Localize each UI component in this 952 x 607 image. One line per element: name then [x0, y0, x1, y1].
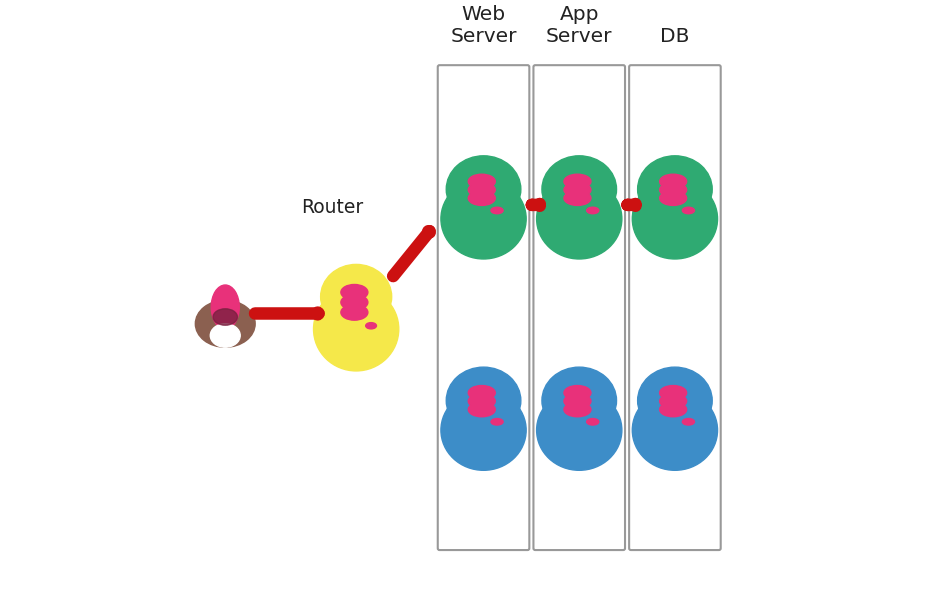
Ellipse shape: [659, 402, 686, 417]
Ellipse shape: [213, 309, 237, 325]
FancyBboxPatch shape: [437, 65, 528, 550]
Text: Router: Router: [301, 198, 364, 217]
Ellipse shape: [366, 323, 376, 329]
Ellipse shape: [586, 419, 598, 425]
Ellipse shape: [313, 287, 398, 371]
Ellipse shape: [631, 178, 717, 259]
Ellipse shape: [682, 207, 694, 214]
Ellipse shape: [631, 390, 717, 470]
Ellipse shape: [659, 191, 686, 205]
Ellipse shape: [564, 174, 590, 189]
Ellipse shape: [637, 367, 711, 434]
Text: Web
Server: Web Server: [450, 5, 516, 46]
FancyBboxPatch shape: [533, 65, 625, 550]
Ellipse shape: [564, 183, 590, 197]
Ellipse shape: [536, 178, 622, 259]
Ellipse shape: [446, 156, 521, 223]
Ellipse shape: [467, 191, 495, 205]
Ellipse shape: [195, 300, 255, 347]
Ellipse shape: [542, 156, 616, 223]
Ellipse shape: [467, 402, 495, 417]
Ellipse shape: [682, 419, 694, 425]
Ellipse shape: [586, 207, 598, 214]
FancyBboxPatch shape: [641, 401, 708, 430]
Ellipse shape: [467, 183, 495, 197]
Ellipse shape: [659, 174, 686, 189]
Ellipse shape: [341, 305, 367, 320]
Ellipse shape: [564, 394, 590, 409]
Ellipse shape: [446, 367, 521, 434]
FancyBboxPatch shape: [449, 189, 517, 219]
FancyBboxPatch shape: [641, 189, 708, 219]
Ellipse shape: [659, 183, 686, 197]
Text: App
Server: App Server: [545, 5, 612, 46]
Ellipse shape: [490, 419, 503, 425]
Ellipse shape: [467, 394, 495, 409]
Text: DB: DB: [660, 27, 689, 46]
Ellipse shape: [211, 285, 239, 329]
FancyBboxPatch shape: [545, 401, 612, 430]
Ellipse shape: [320, 265, 391, 329]
Ellipse shape: [441, 390, 526, 470]
Ellipse shape: [659, 394, 686, 409]
Ellipse shape: [542, 367, 616, 434]
FancyBboxPatch shape: [449, 401, 517, 430]
Ellipse shape: [536, 390, 622, 470]
FancyBboxPatch shape: [545, 189, 612, 219]
Ellipse shape: [490, 207, 503, 214]
Ellipse shape: [341, 294, 367, 310]
Ellipse shape: [564, 191, 590, 205]
Ellipse shape: [441, 178, 526, 259]
Ellipse shape: [341, 285, 367, 300]
Ellipse shape: [564, 385, 590, 400]
Ellipse shape: [659, 385, 686, 400]
Ellipse shape: [210, 324, 240, 347]
Ellipse shape: [467, 174, 495, 189]
Ellipse shape: [637, 156, 711, 223]
FancyBboxPatch shape: [628, 65, 720, 550]
Ellipse shape: [564, 402, 590, 417]
FancyBboxPatch shape: [322, 297, 389, 329]
Ellipse shape: [467, 385, 495, 400]
